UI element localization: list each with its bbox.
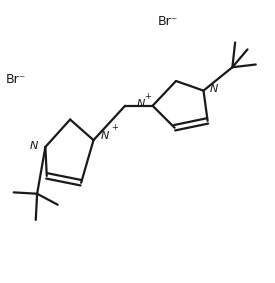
Text: Br⁻: Br⁻ <box>6 73 26 86</box>
Text: N: N <box>210 84 218 94</box>
Text: +: + <box>144 93 151 101</box>
Text: Br⁻: Br⁻ <box>158 15 178 28</box>
Text: +: + <box>111 123 118 132</box>
Text: N: N <box>137 99 145 109</box>
Text: N: N <box>101 131 109 141</box>
Text: N: N <box>30 141 38 151</box>
